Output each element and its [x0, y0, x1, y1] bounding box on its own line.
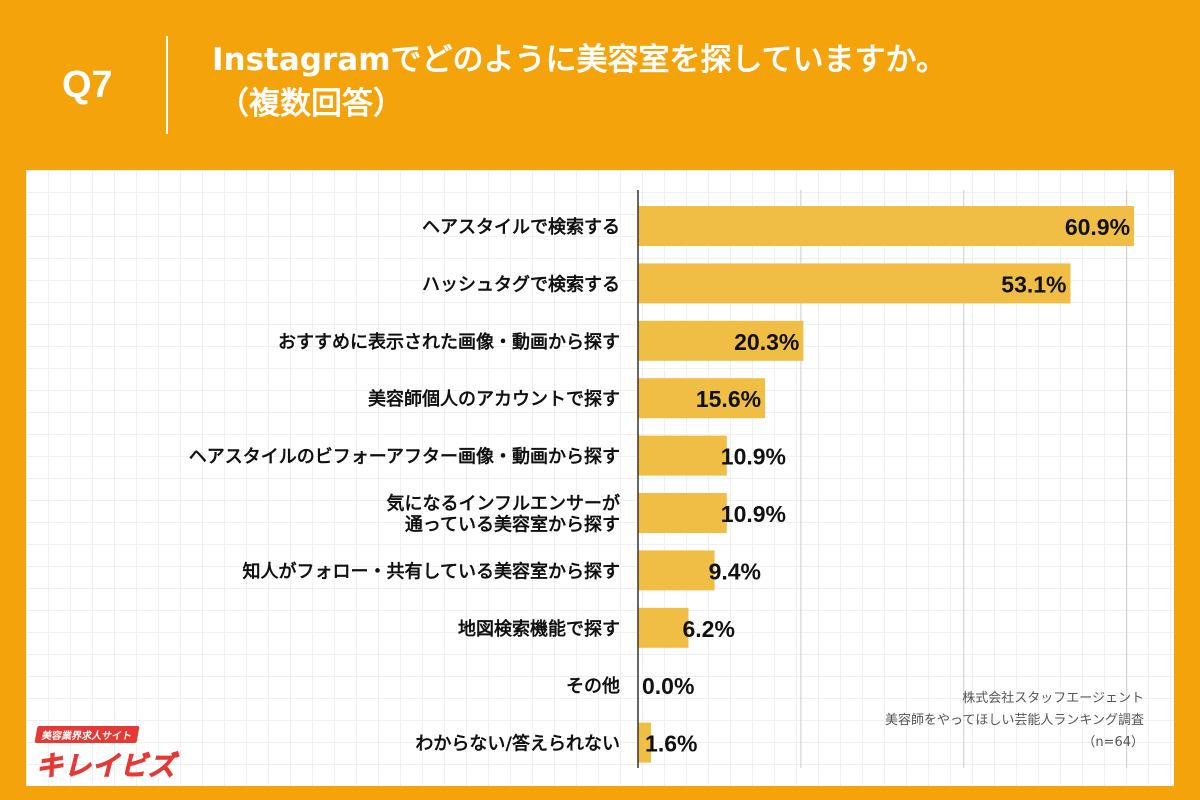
value-label: 60.9%: [1065, 214, 1130, 240]
value-label: 9.4%: [709, 558, 761, 584]
bar: [638, 722, 652, 763]
question-title-note: （複数回答）: [218, 86, 404, 122]
header-divider: [166, 36, 168, 134]
bar: [638, 320, 804, 361]
category-label: その他: [566, 675, 620, 697]
credit-sample-size: （n=64）: [1082, 735, 1144, 750]
value-label: 20.3%: [734, 329, 799, 355]
credit-survey-name: 美容師をやってほしい芸能人ランキング調査: [885, 713, 1144, 728]
category-label: ヘアスタイルで検索する: [422, 216, 620, 238]
credit-company: 株式会社スタッフエージェント: [962, 691, 1144, 706]
value-label: 10.9%: [721, 501, 786, 527]
value-label: 6.2%: [683, 616, 735, 642]
category-label: おすすめに表示された画像・動画から探す: [278, 331, 620, 353]
value-label: 10.9%: [721, 444, 786, 470]
category-label: ハッシュタグで検索する: [422, 273, 620, 295]
value-label: 1.6%: [645, 731, 697, 757]
category-label: わからない/答えられない: [415, 733, 620, 755]
bar: [638, 378, 766, 419]
category-label: 通っている美容室から探す: [405, 514, 620, 536]
logo-wordmark: キレイビズ: [36, 751, 176, 783]
question-title-main: Instagramでどのように美容室を探していますか。: [212, 42, 947, 78]
bar: [638, 206, 1135, 246]
value-label: 0.0%: [642, 673, 694, 699]
category-label: ヘアスタイルのビフォーアフター画像・動画から探す: [189, 446, 620, 468]
brand-logo: 美容業界求人サイト キレイビズ: [34, 724, 176, 783]
bar: [638, 435, 727, 476]
logo-tagline: 美容業界求人サイト: [34, 726, 140, 743]
question-number: Q7: [62, 64, 113, 106]
value-label: 15.6%: [696, 386, 761, 412]
chart-panel: 60.9% ヘアスタイルで検索する 53.1% ハッシュタグで検索する 20.3% おすす…: [26, 170, 1174, 786]
value-label: 53.1%: [1001, 271, 1066, 297]
bar: [638, 493, 727, 533]
question-title: Instagramでどのように美容室を探していますか。 （複数回答）: [212, 38, 947, 126]
question-header: Q7 Instagramでどのように美容室を探していますか。 （複数回答）: [0, 0, 1200, 170]
category-label: 知人がフォロー・共有している美容室から探す: [243, 560, 620, 582]
bar-chart: 60.9% ヘアスタイルで検索する 53.1% ハッシュタグで検索する 20.3% おすす…: [189, 190, 1135, 768]
bar: [638, 263, 1071, 304]
category-label: 気になるインフルエンサーが: [387, 493, 620, 515]
bar: [638, 607, 689, 648]
bar: [638, 550, 715, 591]
category-label: 美容師個人のアカウントで探す: [368, 388, 620, 410]
survey-credit: 株式会社スタッフエージェント 美容師をやってほしい芸能人ランキング調査 （n=6…: [885, 688, 1144, 754]
category-label: 地図検索機能で探す: [458, 618, 620, 640]
